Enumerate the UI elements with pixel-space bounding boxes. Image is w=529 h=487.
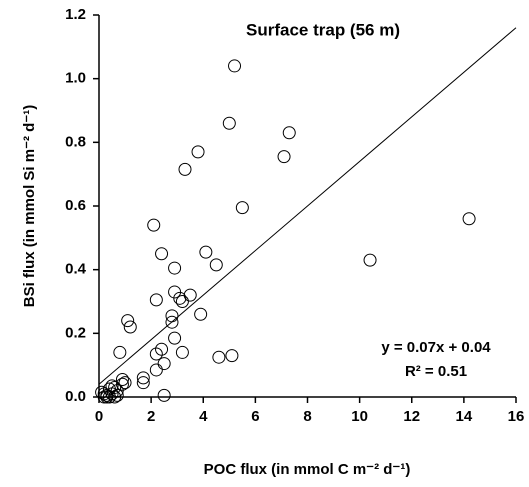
point: [228, 59, 242, 73]
x-tick-label: 8: [303, 408, 311, 425]
point: [168, 261, 182, 275]
point: [136, 376, 150, 390]
point: [165, 315, 179, 329]
point: [212, 350, 226, 364]
point: [222, 116, 236, 130]
x-tick-label: 0: [95, 408, 103, 425]
point: [155, 342, 169, 356]
point: [183, 288, 197, 302]
point: [118, 376, 132, 390]
equation: y = 0.07x + 0.04: [381, 339, 491, 356]
chart-title: Surface trap (56 m): [246, 20, 400, 39]
y-tick-label: 0.0: [65, 388, 86, 405]
point: [277, 150, 291, 164]
y-axis-label: BSi flux (in mmol Si m⁻² d⁻¹): [21, 105, 38, 308]
x-tick-label: 6: [251, 408, 259, 425]
point: [282, 126, 296, 140]
point: [113, 345, 127, 359]
point: [100, 390, 114, 404]
point: [149, 347, 163, 361]
point: [155, 247, 169, 261]
x-tick-label: 2: [147, 408, 155, 425]
point: [121, 314, 135, 328]
r-squared: R² = 0.51: [405, 363, 467, 380]
point: [175, 295, 189, 308]
x-tick-label: 14: [456, 408, 473, 425]
point: [209, 258, 223, 272]
x-tick-label: 16: [508, 408, 525, 425]
point: [462, 212, 476, 226]
point: [108, 390, 122, 404]
point: [235, 201, 249, 215]
x-tick-label: 12: [403, 408, 420, 425]
x-axis-label: POC flux (in mmol C m⁻² d⁻¹): [204, 461, 411, 478]
y-tick-label: 0.4: [65, 261, 87, 278]
point: [191, 145, 205, 159]
point: [115, 372, 129, 386]
y-tick-label: 1.2: [65, 6, 86, 23]
point: [149, 363, 163, 377]
y-tick-label: 0.6: [65, 197, 86, 214]
point: [157, 388, 171, 402]
point: [136, 371, 150, 385]
point: [157, 357, 171, 371]
y-tick-label: 1.0: [65, 70, 86, 87]
point: [173, 291, 187, 305]
point: [168, 331, 182, 345]
point: [149, 293, 163, 307]
point: [225, 349, 239, 363]
y-tick-label: 0.2: [65, 324, 86, 341]
y-tick-label: 0.8: [65, 133, 86, 150]
point: [178, 162, 192, 176]
point: [363, 253, 377, 267]
trend-line: [98, 27, 517, 385]
point: [97, 390, 111, 404]
x-tick-label: 4: [199, 408, 208, 425]
point: [199, 245, 213, 259]
point: [165, 309, 179, 323]
point: [123, 320, 137, 334]
x-tick-label: 10: [351, 408, 368, 425]
point: [175, 345, 189, 359]
point: [110, 388, 124, 402]
point: [102, 390, 116, 404]
point: [194, 307, 208, 321]
point: [147, 218, 161, 232]
